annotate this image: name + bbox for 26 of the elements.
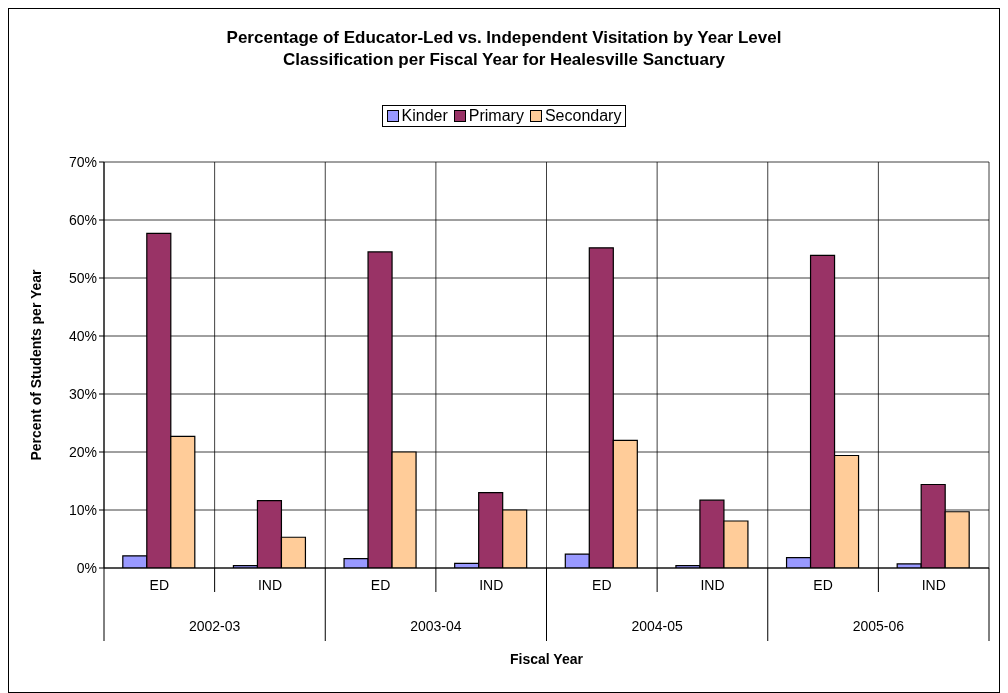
- x-tick-label: ED: [592, 577, 612, 593]
- y-tick-label: 20%: [68, 443, 97, 460]
- y-tick-label: 40%: [68, 327, 97, 344]
- text: 2003-04: [410, 618, 462, 634]
- y-tick-label: 10%: [68, 501, 97, 518]
- text: 2002-03: [188, 618, 241, 634]
- chart-title: Percentage of Educator-Led vs. Independent Visitation by Year Level Classification per Fiscal Year for Healesville Sanctuary: [225, 27, 783, 71]
- y-axis-title: Percent of Students per Year: [28, 269, 45, 461]
- y-tick-label: 50%: [68, 269, 97, 286]
- x-tick-label: IND: [479, 577, 504, 593]
- text: 2005-06: [852, 618, 905, 634]
- text: 2004-05: [631, 618, 684, 634]
- x-tick-label: ED: [149, 577, 170, 593]
- legend-label: Secondary: [543, 107, 622, 125]
- y-tick-label: 70%: [68, 153, 97, 170]
- y-tick-label: 60%: [68, 211, 97, 228]
- y-tick-label: 30%: [68, 385, 97, 402]
- x-tick-label: IND: [700, 577, 725, 593]
- legend-label: Kinder: [400, 107, 448, 125]
- legend-label: Primary: [467, 107, 524, 125]
- x-axis-title: Fiscal Year: [509, 651, 584, 667]
- x-tick-label: ED: [370, 577, 391, 593]
- y-tick-label: 0%: [76, 559, 97, 576]
- x-tick-label: IND: [921, 577, 946, 593]
- x-tick-label: IND: [257, 577, 282, 593]
- x-tick-label: ED: [813, 577, 833, 593]
